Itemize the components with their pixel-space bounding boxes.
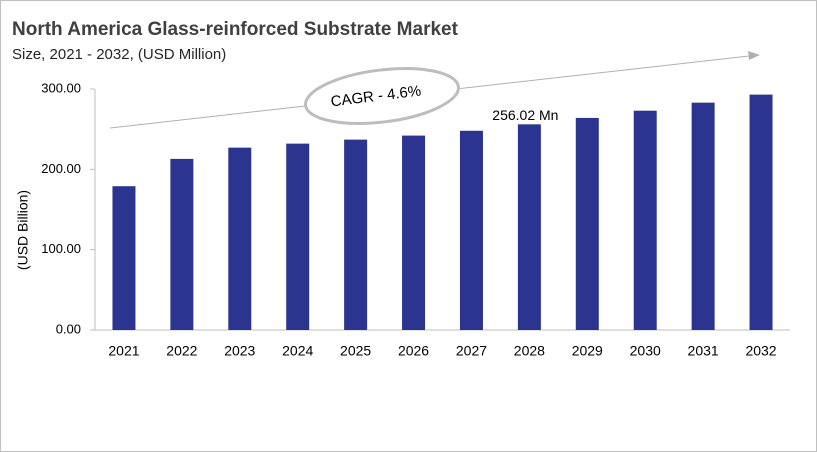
x-tick-label: 2023 [224, 343, 255, 359]
x-tick-label: 2025 [340, 343, 371, 359]
chart-subtitle: Size, 2021 - 2032, (USD Million) [12, 46, 226, 63]
bar [517, 124, 541, 330]
bar [459, 130, 483, 330]
x-tick-label: 2021 [108, 343, 139, 359]
bar [575, 117, 599, 330]
x-tick-label: 2029 [572, 343, 603, 359]
bar [402, 135, 426, 330]
y-axis-label: (USD Billion) [15, 190, 31, 270]
bar [633, 110, 657, 330]
y-tick-label: 100.00 [41, 241, 81, 256]
x-tick-label: 2024 [282, 343, 313, 359]
cagr-ellipse [304, 67, 460, 125]
arrow-head [748, 51, 760, 60]
bar [112, 186, 136, 330]
bar [170, 158, 194, 330]
x-tick-label: 2031 [688, 343, 719, 359]
y-tick-label: 200.00 [41, 161, 81, 176]
x-tick-label: 2030 [630, 343, 661, 359]
bar [691, 102, 715, 330]
bar [286, 143, 310, 330]
chart-title: North America Glass-reinforced Substrate… [12, 19, 459, 40]
bar [344, 139, 368, 330]
bar [749, 94, 773, 330]
data-label: 256.02 Mn [492, 107, 558, 123]
x-tick-label: 2027 [456, 343, 487, 359]
bar [228, 147, 252, 330]
x-tick-label: 2032 [745, 343, 776, 359]
y-tick-label: 300.00 [41, 80, 81, 95]
x-tick-label: 2026 [398, 343, 429, 359]
x-tick-label: 2028 [514, 343, 545, 359]
x-tick-label: 2022 [166, 343, 197, 359]
y-tick-label: 0.00 [56, 321, 81, 336]
